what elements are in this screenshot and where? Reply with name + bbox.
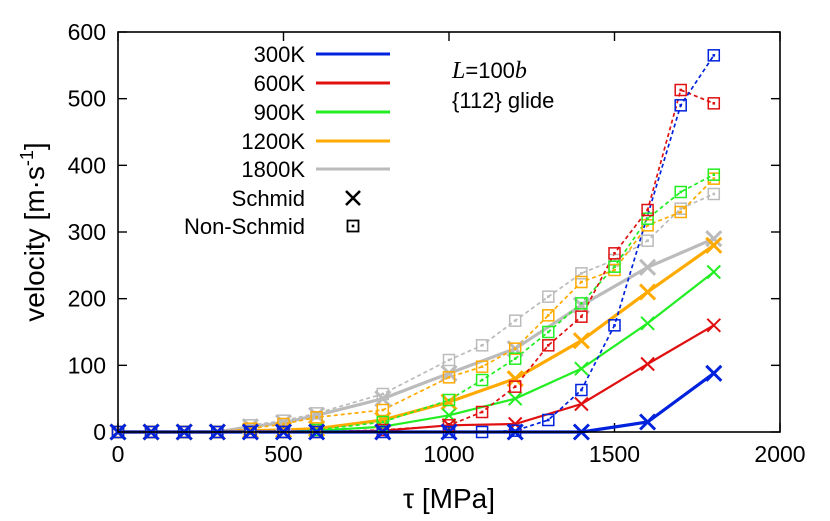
annotation-length: L=100b <box>451 58 527 84</box>
series-1200k-non-schmid-point <box>310 411 323 424</box>
x-axis-label: τ [MPa] <box>403 483 495 514</box>
series-300k-non-schmid-point <box>542 413 555 427</box>
y-tick-label: 600 <box>68 19 106 45</box>
series-900k-schmid-point <box>706 264 722 280</box>
legend-label-300k: 300K <box>254 42 306 67</box>
y-tick-label: 400 <box>68 152 106 178</box>
series-300k-schmid-line <box>118 372 715 434</box>
series-1800k-non-schmid-point <box>508 314 522 327</box>
series-600k-schmid-line <box>118 324 715 434</box>
legend-marker-non-schmid <box>346 219 360 233</box>
y-tick-label: 100 <box>68 352 106 378</box>
series-600k-non-schmid-point <box>608 247 621 260</box>
series-600k-non-schmid-point <box>674 83 687 97</box>
series-600k-non-schmid-point <box>508 380 522 393</box>
legend-label-1800k: 1800K <box>241 157 305 182</box>
series-900k-schmid-point <box>507 391 523 406</box>
series-600k-non-schmid-point <box>542 339 555 352</box>
series-300k-non-schmid-point <box>674 99 687 112</box>
series-600k-schmid-point <box>706 318 722 333</box>
series-1800k-non-schmid-point <box>542 290 555 303</box>
legend-label-schmid: Schmid <box>232 186 305 211</box>
series-1200k-schmid-point <box>705 236 723 254</box>
legend: 300K 600K 900K 1200K 1800K Schmid Non-Schmid <box>184 42 390 239</box>
legend-marker-schmid <box>345 190 361 206</box>
series-900k-schmid-point <box>640 316 655 331</box>
x-tick-label: 1000 <box>423 441 474 467</box>
series-1800k-non-schmid-point <box>475 339 489 352</box>
series-900k-non-schmid-point <box>508 352 522 365</box>
legend-label-900k: 900K <box>254 100 306 125</box>
series-300k-schmid-point <box>705 364 723 382</box>
legend-label-1200k: 1200K <box>241 129 305 154</box>
legend-label-non-schmid: Non-Schmid <box>184 214 305 239</box>
y-axis-label: velocity [m·s-1] <box>17 142 50 321</box>
series-900k-non-schmid-point <box>542 325 555 339</box>
series-1200k-non-schmid-point <box>376 403 390 417</box>
series-1800k-schmid-point <box>639 258 657 276</box>
series-900k-non-schmid-point <box>475 373 489 387</box>
series-1800k-schmid-line <box>118 237 715 434</box>
series-600k-non-schmid-point <box>641 203 654 217</box>
series-300k-schmid-point <box>639 413 657 431</box>
annotation-l-mid: =100 <box>465 58 515 83</box>
y-tick-label: 0 <box>93 419 106 445</box>
series-900k-non-schmid-point <box>707 168 721 181</box>
series-300k-non-schmid-point <box>608 319 621 332</box>
series-1800k-non-schmid-point <box>641 234 654 247</box>
series-900k-non-schmid-point <box>442 393 456 407</box>
series-1800k-schmid-point <box>705 230 723 248</box>
series-300k-non-schmid-point <box>707 49 721 62</box>
y-tick-label: 200 <box>68 286 106 312</box>
series-1200k-schmid-point <box>572 332 590 350</box>
series-300k-non-schmid-point <box>575 383 588 397</box>
series-900k-non-schmid-point <box>674 185 687 199</box>
plot-series <box>109 49 723 441</box>
annotation-l: L <box>451 58 465 84</box>
annotation-b: b <box>515 58 527 84</box>
series-300k-non-schmid-line <box>118 54 715 433</box>
series-600k-non-schmid-point <box>707 97 721 110</box>
series-1800k-non-schmid-point <box>575 267 588 280</box>
series-1200k-non-schmid-point <box>575 275 588 289</box>
series-1800k-schmid-point <box>374 390 392 408</box>
series-900k-schmid-line <box>118 271 715 434</box>
series-600k-schmid-point <box>574 396 589 412</box>
x-tick-label: 2000 <box>754 441 805 467</box>
y-axis-label-main: velocity [m·s <box>19 166 50 322</box>
x-tick-label: 0 <box>112 441 125 467</box>
series-900k-non-schmid-point <box>608 260 621 273</box>
x-tick-label: 500 <box>264 441 302 467</box>
series-1200k-non-schmid-point <box>442 371 456 384</box>
x-tick-label: 1500 <box>589 441 640 467</box>
series-600k-non-schmid-point <box>475 405 489 419</box>
annotation-glide: {112} glide <box>452 88 554 113</box>
series-1200k-schmid-point <box>639 283 657 301</box>
series-900k-non-schmid-line <box>118 173 715 433</box>
series-1800k-non-schmid-point <box>442 353 456 367</box>
series-900k-non-schmid-point <box>575 297 588 310</box>
series-600k-non-schmid-line <box>118 88 715 433</box>
series-1200k-non-schmid-line <box>118 178 715 433</box>
series-600k-schmid-point <box>640 356 655 372</box>
series-1200k-non-schmid-point <box>542 309 555 322</box>
series-900k-schmid-point <box>574 361 589 376</box>
y-axis-label-sup: -1 <box>17 150 37 166</box>
series-1200k-non-schmid-point <box>674 205 687 219</box>
plot-frame <box>117 31 781 433</box>
series-600k-non-schmid-point <box>575 310 588 323</box>
series-1200k-non-schmid-point <box>475 360 489 373</box>
axis-ticks: 0 500 1000 1500 2000 0 100 200 300 400 500 600 <box>68 19 806 467</box>
series-1200k-non-schmid-point <box>508 342 522 355</box>
series-1800k-non-schmid-point <box>707 187 721 201</box>
y-tick-label: 500 <box>68 86 106 112</box>
series-900k-non-schmid-point <box>641 212 654 225</box>
y-tick-label: 300 <box>68 219 106 245</box>
legend-label-600k: 600K <box>254 71 306 96</box>
y-axis-label-close: ] <box>19 142 50 150</box>
